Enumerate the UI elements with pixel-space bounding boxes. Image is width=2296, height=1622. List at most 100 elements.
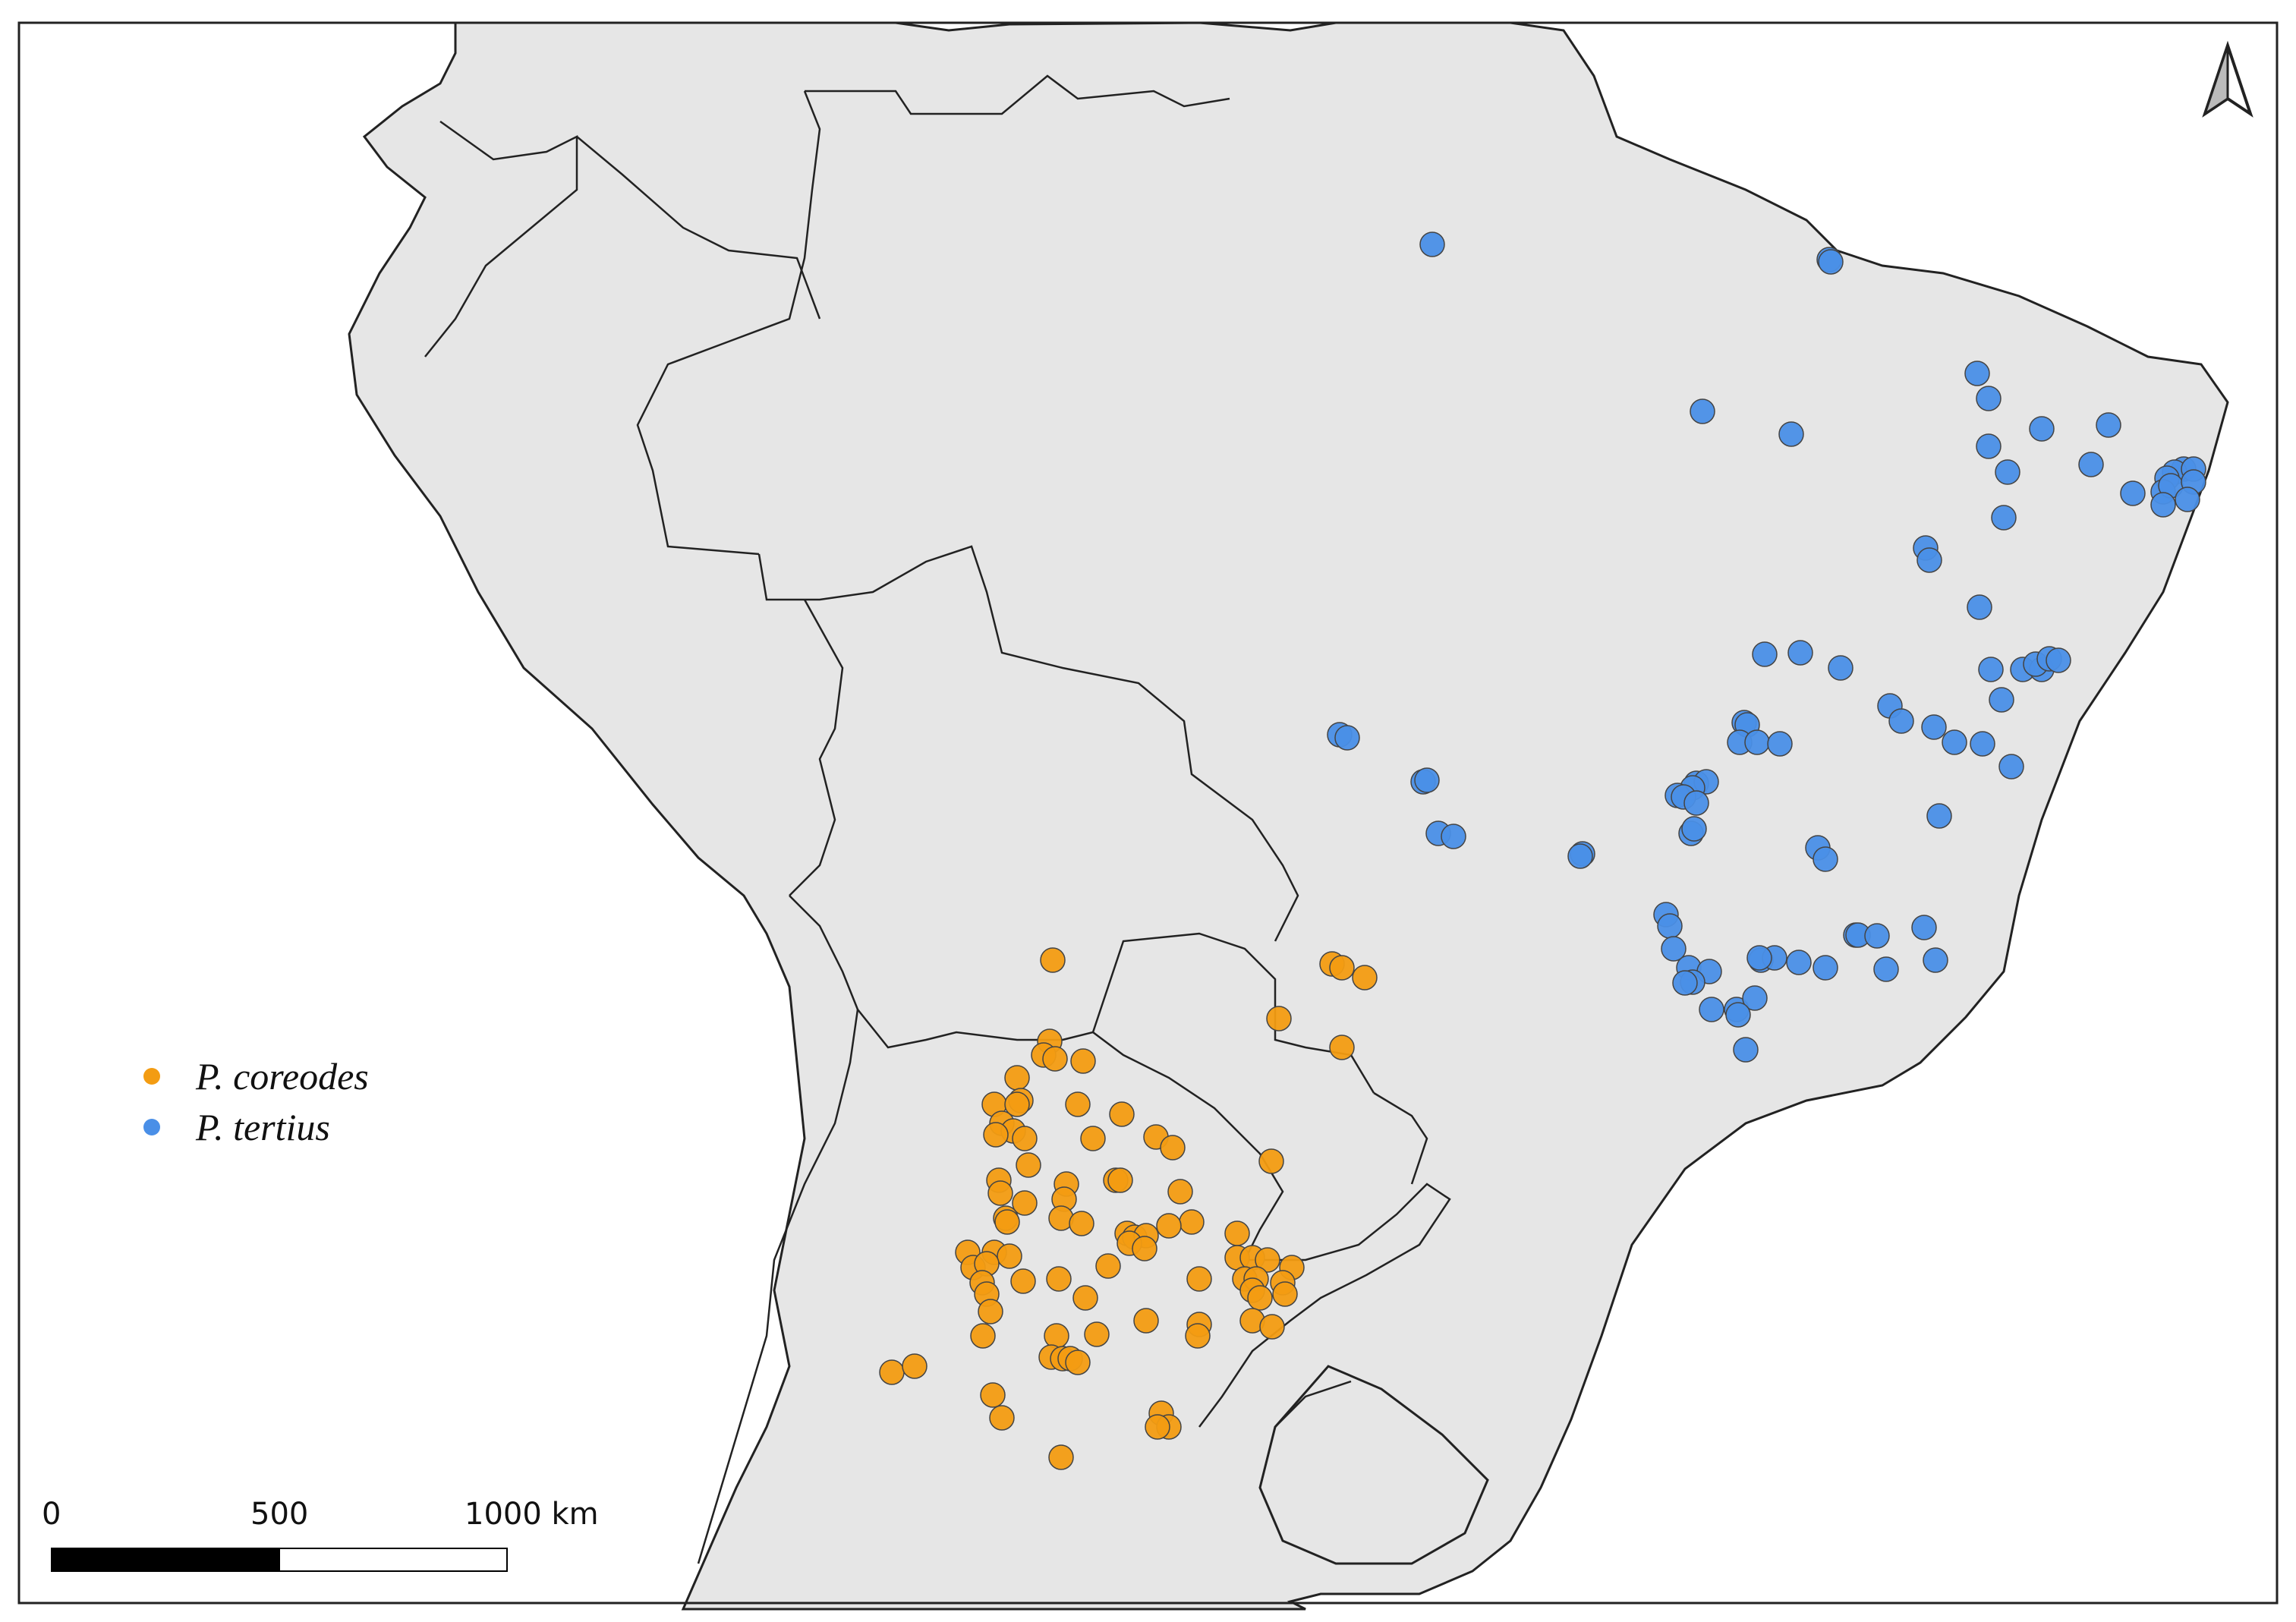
coreodes-point [980,1382,1006,1408]
coreodes-point [1107,1167,1133,1193]
coreodes-point [1156,1213,1182,1239]
coreodes-point [970,1323,996,1349]
uruguay-land [1258,1365,1489,1565]
tertius-point [1888,708,1914,734]
tertius-point [1970,731,1995,757]
legend-tertius-marker [143,1119,160,1135]
tertius-point [2096,412,2121,438]
tertius-point [1916,547,1942,573]
coreodes-point [1095,1253,1121,1279]
scale-label-500: 500 [250,1497,308,1532]
coreodes-point [1329,955,1355,981]
tertius-point [1567,843,1593,869]
tertius-point [2046,647,2071,673]
coreodes-point [1084,1321,1110,1347]
tertius-point [1787,640,1813,666]
tertius-point [1419,231,1445,257]
map-frame [17,21,2279,1605]
coreodes-point [1042,1046,1068,1072]
tertius-point [1744,729,1770,755]
coreodes-point [1145,1414,1170,1440]
coreodes-point [987,1180,1013,1206]
coreodes-occurrence-points [879,947,1378,1470]
tertius-point [1767,731,1793,757]
tertius-point [1998,754,2024,780]
tertius-point [2120,480,2146,506]
coreodes-point [1048,1444,1074,1470]
coreodes-point [1072,1285,1098,1311]
coreodes-point [994,1209,1020,1235]
tertius-point [1873,956,1899,982]
coreodes-point [1065,1091,1091,1117]
tertius-point [1864,923,1890,949]
tertius-point [1978,657,2004,682]
coreodes-point [1046,1266,1072,1292]
tertius-point [1995,459,2020,485]
tertius-point [2078,452,2104,477]
coreodes-point [1040,947,1066,973]
tertius-point [1414,767,1440,793]
tertius-point [1681,816,1707,842]
coreodes-point [1080,1126,1106,1151]
tertius-point [1976,433,2002,459]
coreodes-point [1004,1091,1030,1117]
tertius-point [1690,398,1715,424]
country-borders [424,74,1451,1564]
coreodes-point [978,1299,1003,1324]
coreodes-point [879,1359,905,1385]
tertius-point [1441,824,1466,849]
tertius-point [1942,729,1967,755]
tertius-point [1828,655,1853,681]
coreodes-point [1179,1209,1205,1235]
tertius-point [1989,687,2014,713]
coreodes-point [1132,1236,1157,1261]
north-arrow-icon [2202,40,2253,118]
coreodes-point [1167,1179,1193,1205]
scale-label-0: 0 [42,1497,61,1532]
tertius-point [1661,936,1687,962]
tertius-point [1778,421,1804,447]
tertius-point [1672,970,1698,996]
tertius-point [1683,790,1709,816]
scale-bar: 0 500 1000 km [42,1497,599,1572]
tertius-point [1967,594,1992,620]
tertius-occurrence-points [1327,231,2206,1063]
scale-label-1000: 1000 km [465,1497,599,1532]
coreodes-point [1185,1323,1211,1349]
coreodes-point [1329,1035,1355,1060]
tertius-point [1818,249,1844,275]
coreodes-point [989,1405,1015,1431]
tertius-point [1334,725,1360,751]
coreodes-point [1272,1281,1298,1307]
tertius-point [2029,416,2055,442]
legend: P. coreodes P. tertius [143,1055,369,1148]
tertius-point [1976,386,2002,411]
coreodes-point [1160,1135,1186,1161]
tertius-point [1813,955,1838,981]
coreodes-point [1266,1006,1292,1031]
land-mass [348,21,2229,1611]
tertius-point [1699,997,1724,1022]
coreodes-point [1255,1247,1280,1273]
scale-segment-white [279,1548,508,1572]
coreodes-point [1258,1148,1284,1174]
coreodes-point [1352,965,1378,991]
coreodes-point [1016,1152,1041,1178]
tertius-point [1752,641,1778,667]
coreodes-point [1012,1190,1038,1216]
coreodes-point [1004,1065,1030,1091]
coreodes-point [997,1243,1022,1269]
tertius-point [1725,1002,1751,1028]
legend-coreodes-label: P. coreodes [195,1055,369,1098]
coreodes-point [983,1122,1009,1148]
coreodes-point [1012,1126,1038,1151]
tertius-point [2175,487,2200,512]
coreodes-point [902,1353,928,1379]
tertius-point [1657,913,1683,939]
coreodes-point [1259,1314,1285,1340]
coreodes-point [1044,1323,1069,1349]
coreodes-point [1070,1048,1096,1074]
tertius-point [1742,985,1768,1011]
tertius-point [2150,492,2176,518]
tertius-point [1921,714,1947,740]
